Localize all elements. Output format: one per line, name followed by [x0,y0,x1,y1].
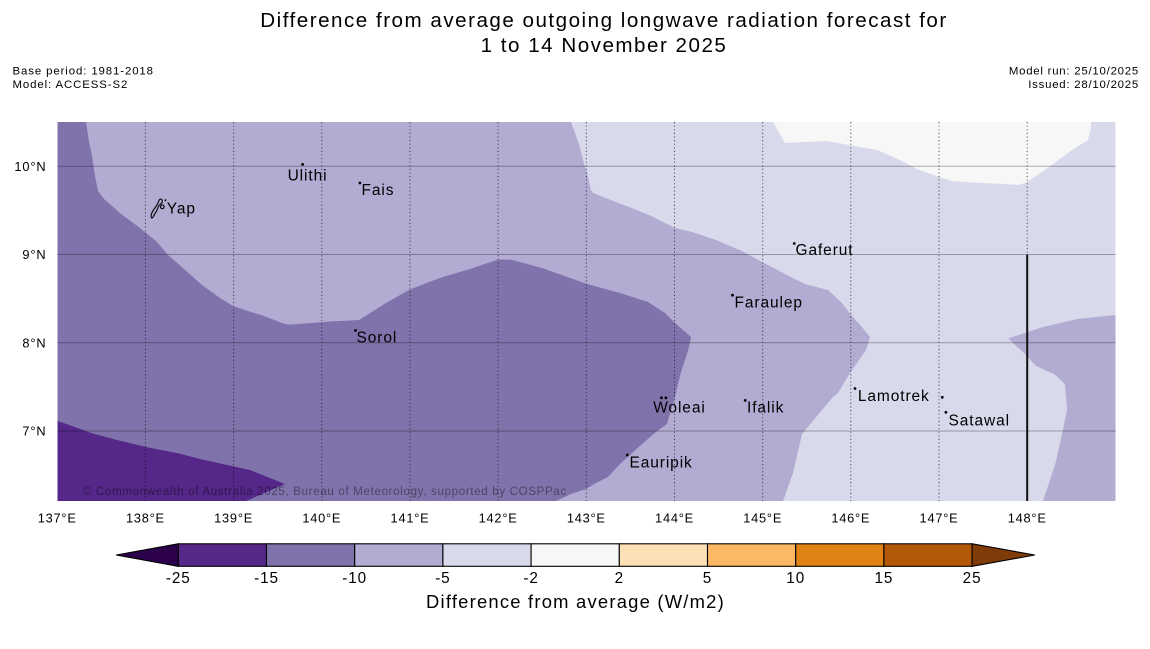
svg-text:9°N: 9°N [22,247,46,262]
svg-text:140°E: 140°E [302,510,341,525]
svg-text:Difference from average (W/m2): Difference from average (W/m2) [426,591,725,612]
svg-text:144°E: 144°E [655,510,694,525]
svg-text:139°E: 139°E [214,510,253,525]
svg-text:8°N: 8°N [22,336,46,351]
svg-text:Faraulep: Faraulep [735,295,803,312]
svg-text:138°E: 138°E [126,510,165,525]
svg-text:Ulithi: Ulithi [288,167,328,184]
svg-text:-25: -25 [166,570,191,587]
svg-text:10: 10 [786,570,805,587]
svg-text:-5: -5 [435,570,450,587]
svg-text:Lamotrek: Lamotrek [858,388,930,405]
svg-text:143°E: 143°E [567,510,606,525]
svg-text:147°E: 147°E [920,510,959,525]
svg-text:146°E: 146°E [831,510,870,525]
svg-text:Satawal: Satawal [949,412,1010,429]
svg-text:7°N: 7°N [22,424,46,439]
svg-text:148°E: 148°E [1008,510,1047,525]
svg-text:Model run: 25/10/2025: Model run: 25/10/2025 [1009,66,1139,78]
svg-text:-15: -15 [254,570,279,587]
svg-text:137°E: 137°E [38,510,77,525]
svg-text:Yap: Yap [167,200,196,217]
svg-text:Model: ACCESS-S2: Model: ACCESS-S2 [13,79,129,91]
svg-text:-10: -10 [342,570,367,587]
svg-text:141°E: 141°E [391,510,430,525]
svg-text:© Commonwealth of Australia 20: © Commonwealth of Australia 2025, Bureau… [83,486,567,498]
svg-text:2: 2 [615,570,624,587]
svg-text:Woleai: Woleai [653,399,706,416]
svg-text:Base period: 1981-2018: Base period: 1981-2018 [13,66,154,78]
svg-text:Difference from average outgoi: Difference from average outgoing longwav… [260,9,947,32]
svg-text:25: 25 [963,570,982,587]
svg-text:15: 15 [874,570,893,587]
svg-text:-2: -2 [523,570,538,587]
svg-text:5: 5 [703,570,712,587]
svg-text:Fais: Fais [362,182,395,199]
svg-text:Sorol: Sorol [357,330,398,347]
svg-text:1 to 14 November 2025: 1 to 14 November 2025 [481,34,728,57]
svg-text:Eauripik: Eauripik [630,454,693,471]
svg-text:Ifalik: Ifalik [747,400,784,417]
svg-text:Gaferut: Gaferut [796,242,854,259]
svg-text:142°E: 142°E [479,510,518,525]
svg-text:10°N: 10°N [14,159,46,174]
svg-text:145°E: 145°E [743,510,782,525]
svg-text:Issued: 28/10/2025: Issued: 28/10/2025 [1028,79,1139,91]
